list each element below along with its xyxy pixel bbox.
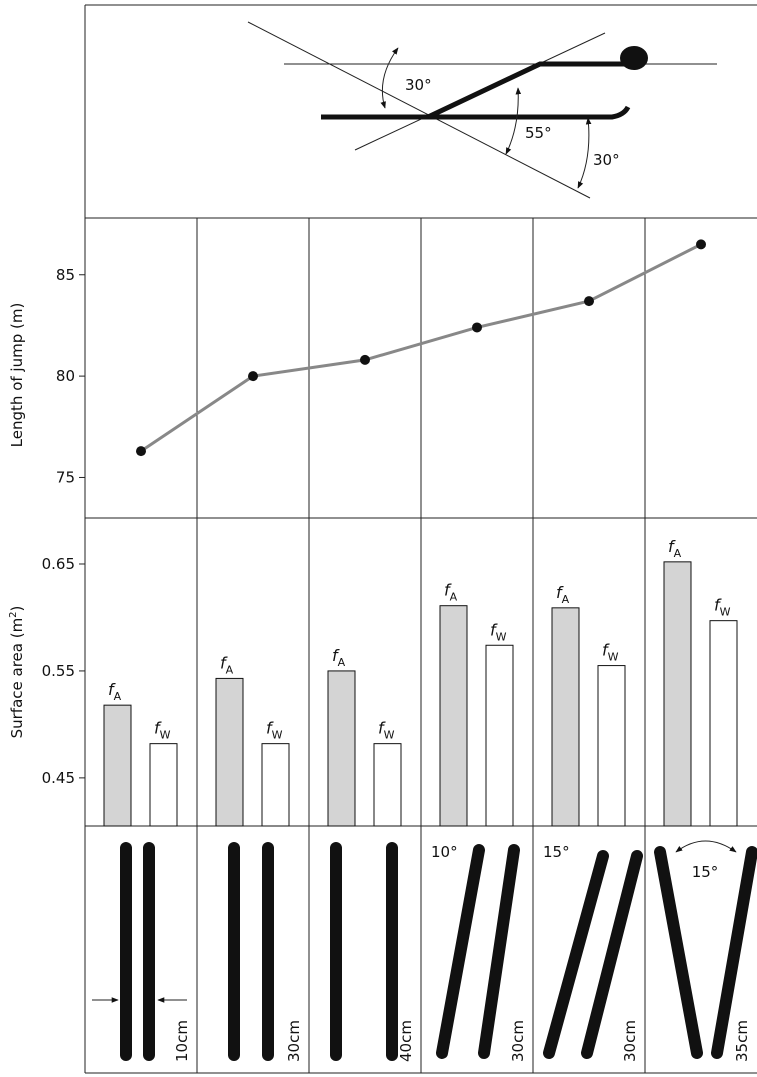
bar-label-subscript: A xyxy=(450,591,458,604)
bar-label: fW xyxy=(490,620,507,643)
ski xyxy=(478,844,520,1059)
bar-label-subscript: A xyxy=(674,547,682,560)
ski xyxy=(711,846,757,1059)
y-tick-label: 80 xyxy=(56,367,75,385)
bar-label-symbol: f xyxy=(714,596,722,615)
bar-label-subscript: A xyxy=(226,663,234,676)
bar-label-symbol: f xyxy=(266,719,274,738)
bar-label-symbol: f xyxy=(108,680,116,699)
y-axis-label-end: ) xyxy=(8,606,26,612)
bar-label-subscript: A xyxy=(114,690,122,703)
bar-label: fW xyxy=(378,719,395,742)
bar-label-symbol: f xyxy=(490,620,498,639)
bar-label: fA xyxy=(332,646,346,669)
bar xyxy=(149,743,178,827)
ski xyxy=(654,846,703,1059)
ski-width-label: 30cm xyxy=(509,1020,527,1062)
ski xyxy=(543,850,609,1059)
ski-width-label: 30cm xyxy=(621,1020,639,1062)
bar-label-symbol: f xyxy=(332,646,340,665)
bar-label-subscript: W xyxy=(160,729,171,742)
bar-label-symbol: f xyxy=(378,719,386,738)
ski-width-label: 30cm xyxy=(285,1020,303,1062)
angle-arrow xyxy=(675,840,737,853)
y-axis-label-text: Surface area (m xyxy=(8,618,26,739)
data-point xyxy=(360,354,370,365)
bar xyxy=(373,743,402,827)
data-point xyxy=(472,322,482,333)
bar xyxy=(485,644,514,827)
bar-label-subscript: A xyxy=(562,593,570,606)
bar xyxy=(709,620,738,827)
y-axis-label-sup: 2 xyxy=(8,611,19,617)
data-point xyxy=(584,296,594,307)
bar-label-symbol: f xyxy=(602,641,610,660)
bar-label: fA xyxy=(220,653,234,676)
bar-label-symbol: f xyxy=(154,719,162,738)
bar-label: fA xyxy=(668,537,682,560)
angle-diagram: 30° 55° 30° xyxy=(247,21,717,199)
bar-label-subscript: W xyxy=(608,651,619,664)
bar-label-subscript: W xyxy=(720,606,731,619)
y-tick-label: 0.45 xyxy=(42,769,75,787)
y-tick-label: 0.55 xyxy=(42,662,75,680)
angle-label: 55° xyxy=(525,124,552,142)
bar-label-subscript: W xyxy=(384,729,395,742)
ski xyxy=(436,844,485,1059)
ski-angle-label: 15° xyxy=(543,843,570,861)
ski-angle-label: 10° xyxy=(431,843,458,861)
bar-label-symbol: f xyxy=(668,537,676,556)
bar xyxy=(327,670,356,827)
data-point xyxy=(248,371,258,382)
ski-width-label: 40cm xyxy=(397,1020,415,1062)
bar-label-subscript: A xyxy=(338,656,346,669)
bar xyxy=(439,605,468,827)
angle-label: 30° xyxy=(593,151,620,169)
bar xyxy=(103,704,132,827)
data-point xyxy=(696,239,706,250)
bar-label: fW xyxy=(602,641,619,664)
bar-label-subscript: W xyxy=(496,630,507,643)
bar xyxy=(551,607,580,827)
y-tick-label: 75 xyxy=(56,468,75,486)
ski-angle-label: 15° xyxy=(692,863,719,881)
y-axis-label: Length of jump (m) xyxy=(8,303,26,448)
angle-label: 30° xyxy=(405,76,432,94)
bar xyxy=(215,677,244,827)
bar-label: fW xyxy=(266,719,283,742)
bar-label: fA xyxy=(556,583,570,606)
data-line xyxy=(140,243,702,453)
bar-label-symbol: f xyxy=(220,653,228,672)
ski xyxy=(581,850,643,1059)
y-tick-label: 85 xyxy=(56,266,75,284)
bar xyxy=(663,561,692,827)
bar-label: fW xyxy=(714,596,731,619)
bar-label-symbol: f xyxy=(556,583,564,602)
y-axis-label: Surface area (m2) xyxy=(8,606,26,739)
bar-label: fA xyxy=(108,680,122,703)
bar-label: fW xyxy=(154,719,171,742)
bar-label-subscript: W xyxy=(272,729,283,742)
data-point xyxy=(136,446,146,457)
bar-label: fA xyxy=(444,581,458,604)
bar xyxy=(597,665,626,827)
ski-width-label: 35cm xyxy=(733,1020,751,1062)
y-tick-label: 0.65 xyxy=(42,555,75,573)
bar xyxy=(261,743,290,827)
ski-width-label: 10cm xyxy=(173,1020,191,1062)
bar-label-symbol: f xyxy=(444,581,452,600)
